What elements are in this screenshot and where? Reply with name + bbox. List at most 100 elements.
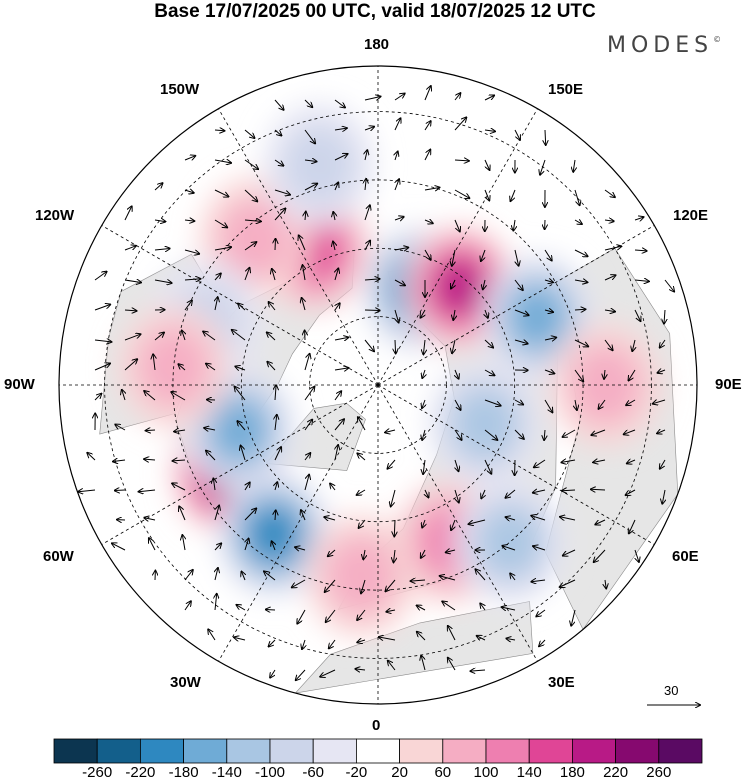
wind-arrow <box>275 510 276 521</box>
wind-arrow <box>244 189 257 201</box>
wind-arrow <box>469 519 486 524</box>
wind-arrow <box>325 579 336 592</box>
wind-arrow <box>575 399 577 410</box>
wind-arrow <box>302 298 305 311</box>
wind-arrow <box>635 549 639 562</box>
wind-arrow <box>634 217 644 220</box>
wind-arrow <box>594 549 606 562</box>
wind-arrow <box>154 220 165 222</box>
wind-arrow <box>304 354 310 371</box>
meridian-line <box>377 108 538 386</box>
wind-arrow <box>477 636 486 640</box>
wind-arrow <box>471 670 486 671</box>
wind-arrow <box>304 453 310 461</box>
wind-arrow <box>386 610 396 612</box>
wind-arrow <box>335 303 340 311</box>
wind-arrow <box>394 94 405 101</box>
wind-arrow <box>270 669 276 678</box>
wind-arrow <box>514 340 528 344</box>
wind-arrow <box>154 280 172 283</box>
wind-arrow <box>394 519 395 536</box>
wind-arrow <box>244 242 256 251</box>
colorbar-swatch <box>658 738 703 764</box>
wind-arrow <box>544 429 545 440</box>
colorbar-swatch <box>312 738 357 764</box>
wind-arrow <box>446 550 456 552</box>
anomaly-center <box>454 480 566 605</box>
wind-arrow <box>215 297 218 311</box>
anomaly-center <box>429 362 541 486</box>
wind-arrow <box>514 129 520 140</box>
wind-arrow <box>274 447 281 461</box>
wind-arrow <box>269 639 276 647</box>
wind-arrow <box>448 658 456 671</box>
wind-arrow <box>232 330 246 341</box>
wind-arrow <box>626 399 636 405</box>
wind-arrow <box>184 156 195 160</box>
map-title: Base 17/07/2025 00 UTC, valid 18/07/2025… <box>154 1 596 22</box>
wind-arrow <box>184 601 191 611</box>
wind-arrow <box>94 272 107 281</box>
lon-label-60e: 60E <box>672 548 699 565</box>
wind-arrow <box>124 310 137 311</box>
wind-arrow <box>604 220 614 221</box>
wind-arrow <box>115 490 126 491</box>
wind-arrow <box>359 519 366 528</box>
wind-arrow <box>485 309 488 318</box>
wind-arrow <box>510 574 515 581</box>
wind-arrow <box>355 669 366 670</box>
wind-arrow <box>452 249 455 266</box>
wind-arrow <box>364 279 380 280</box>
wind-arrow <box>388 661 396 671</box>
wind-arrow <box>386 579 396 591</box>
wind-arrow <box>295 547 306 550</box>
wind-arrow <box>204 428 216 430</box>
wind-arrow <box>238 304 246 311</box>
meridian-line <box>377 384 655 545</box>
wind-arrow <box>275 385 276 401</box>
wind-arrow <box>274 209 285 221</box>
wind-arrow <box>363 549 365 559</box>
wind-arrow <box>364 97 381 101</box>
wind-arrow <box>395 152 398 161</box>
wind-arrow <box>514 309 529 315</box>
wind-arrow <box>244 159 258 169</box>
wind-arrow <box>335 269 338 281</box>
wind-arrow <box>422 399 425 408</box>
wind-arrow <box>172 483 186 491</box>
wind-arrow <box>266 610 276 611</box>
wind-arrow <box>513 219 515 231</box>
wind-arrow <box>599 399 606 409</box>
colorbar-swatch <box>485 738 530 764</box>
wind-arrow <box>574 189 580 205</box>
wind-arrow <box>334 128 347 130</box>
colorbar-tick-label: 220 <box>603 764 629 781</box>
lon-label-150w: 150W <box>160 81 200 98</box>
wind-arrow <box>267 332 276 341</box>
wind-arrow <box>320 669 336 677</box>
wind-arrow <box>364 205 370 221</box>
wind-arrow <box>182 535 185 551</box>
wind-arrow <box>417 606 426 611</box>
wind-arrow <box>304 99 312 107</box>
wind-arrow <box>560 517 576 520</box>
wind-arrow <box>94 340 111 342</box>
wind-arrow <box>502 546 516 551</box>
wind-arrow <box>274 189 290 195</box>
wind-arrow <box>544 338 556 341</box>
wind-arrow <box>484 459 491 474</box>
lon-label-90w: 90W <box>4 376 35 393</box>
wind-arrow <box>417 632 426 641</box>
wind-arrow <box>604 310 615 312</box>
wind-arrow <box>302 639 305 649</box>
wind-arrow <box>301 510 305 521</box>
wind-arrow <box>591 489 606 490</box>
wind-arrow <box>124 206 132 221</box>
wind-arrow <box>422 429 425 440</box>
wind-arrow <box>113 460 126 462</box>
wind-arrow <box>361 579 366 593</box>
wind-arrow <box>274 99 284 110</box>
colorbar-tick-label: 260 <box>646 764 672 781</box>
wind-arrow <box>214 130 224 131</box>
wind-arrow <box>304 420 312 431</box>
